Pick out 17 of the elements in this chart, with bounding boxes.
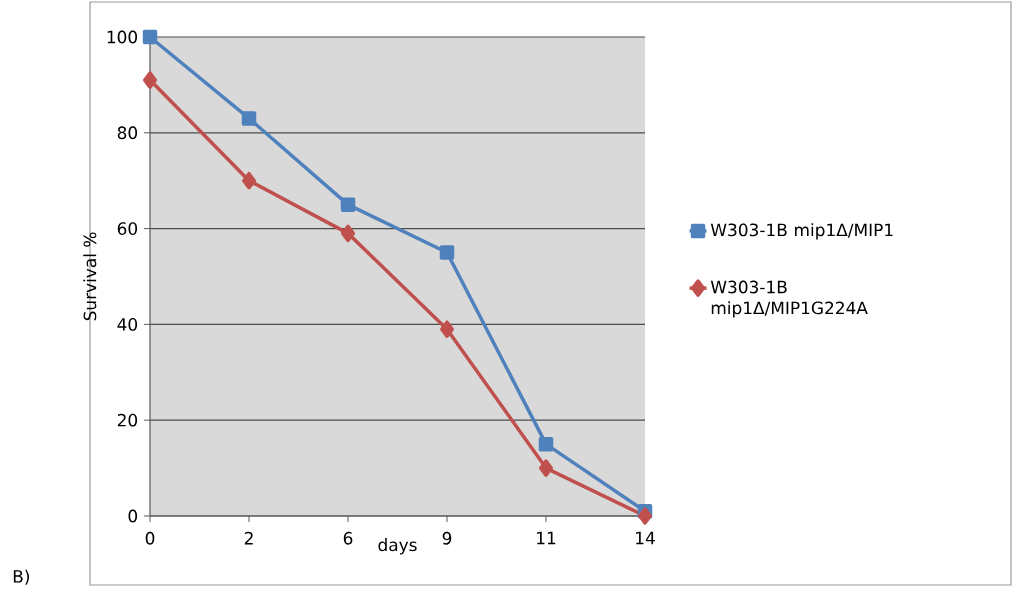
x-tick-label: 9 [442,531,452,545]
y-axis-title: Survival % [83,232,97,321]
x-tick-label: 6 [343,531,353,545]
text: B) [13,569,29,585]
legend-label: W303-1B mip1Δ/MIP1G224A [710,280,868,318]
y-tick-label: 80 [117,126,138,140]
y-tick-label: 60 [117,222,138,235]
x-tick-label: 14 [636,531,655,545]
y-tick-label: 0 [128,509,138,523]
y-tick-label: 100 [107,30,138,44]
x-tick-label: 2 [244,531,253,545]
x-tick-label: 11 [537,531,556,545]
legend-label: W303-1B mip1Δ/MIP1 [710,223,893,240]
x-tick-label: 0 [145,531,155,545]
y-tick-label: 20 [117,413,138,427]
x-axis-title: days [378,538,417,555]
y-tick-label: 40 [117,317,138,331]
